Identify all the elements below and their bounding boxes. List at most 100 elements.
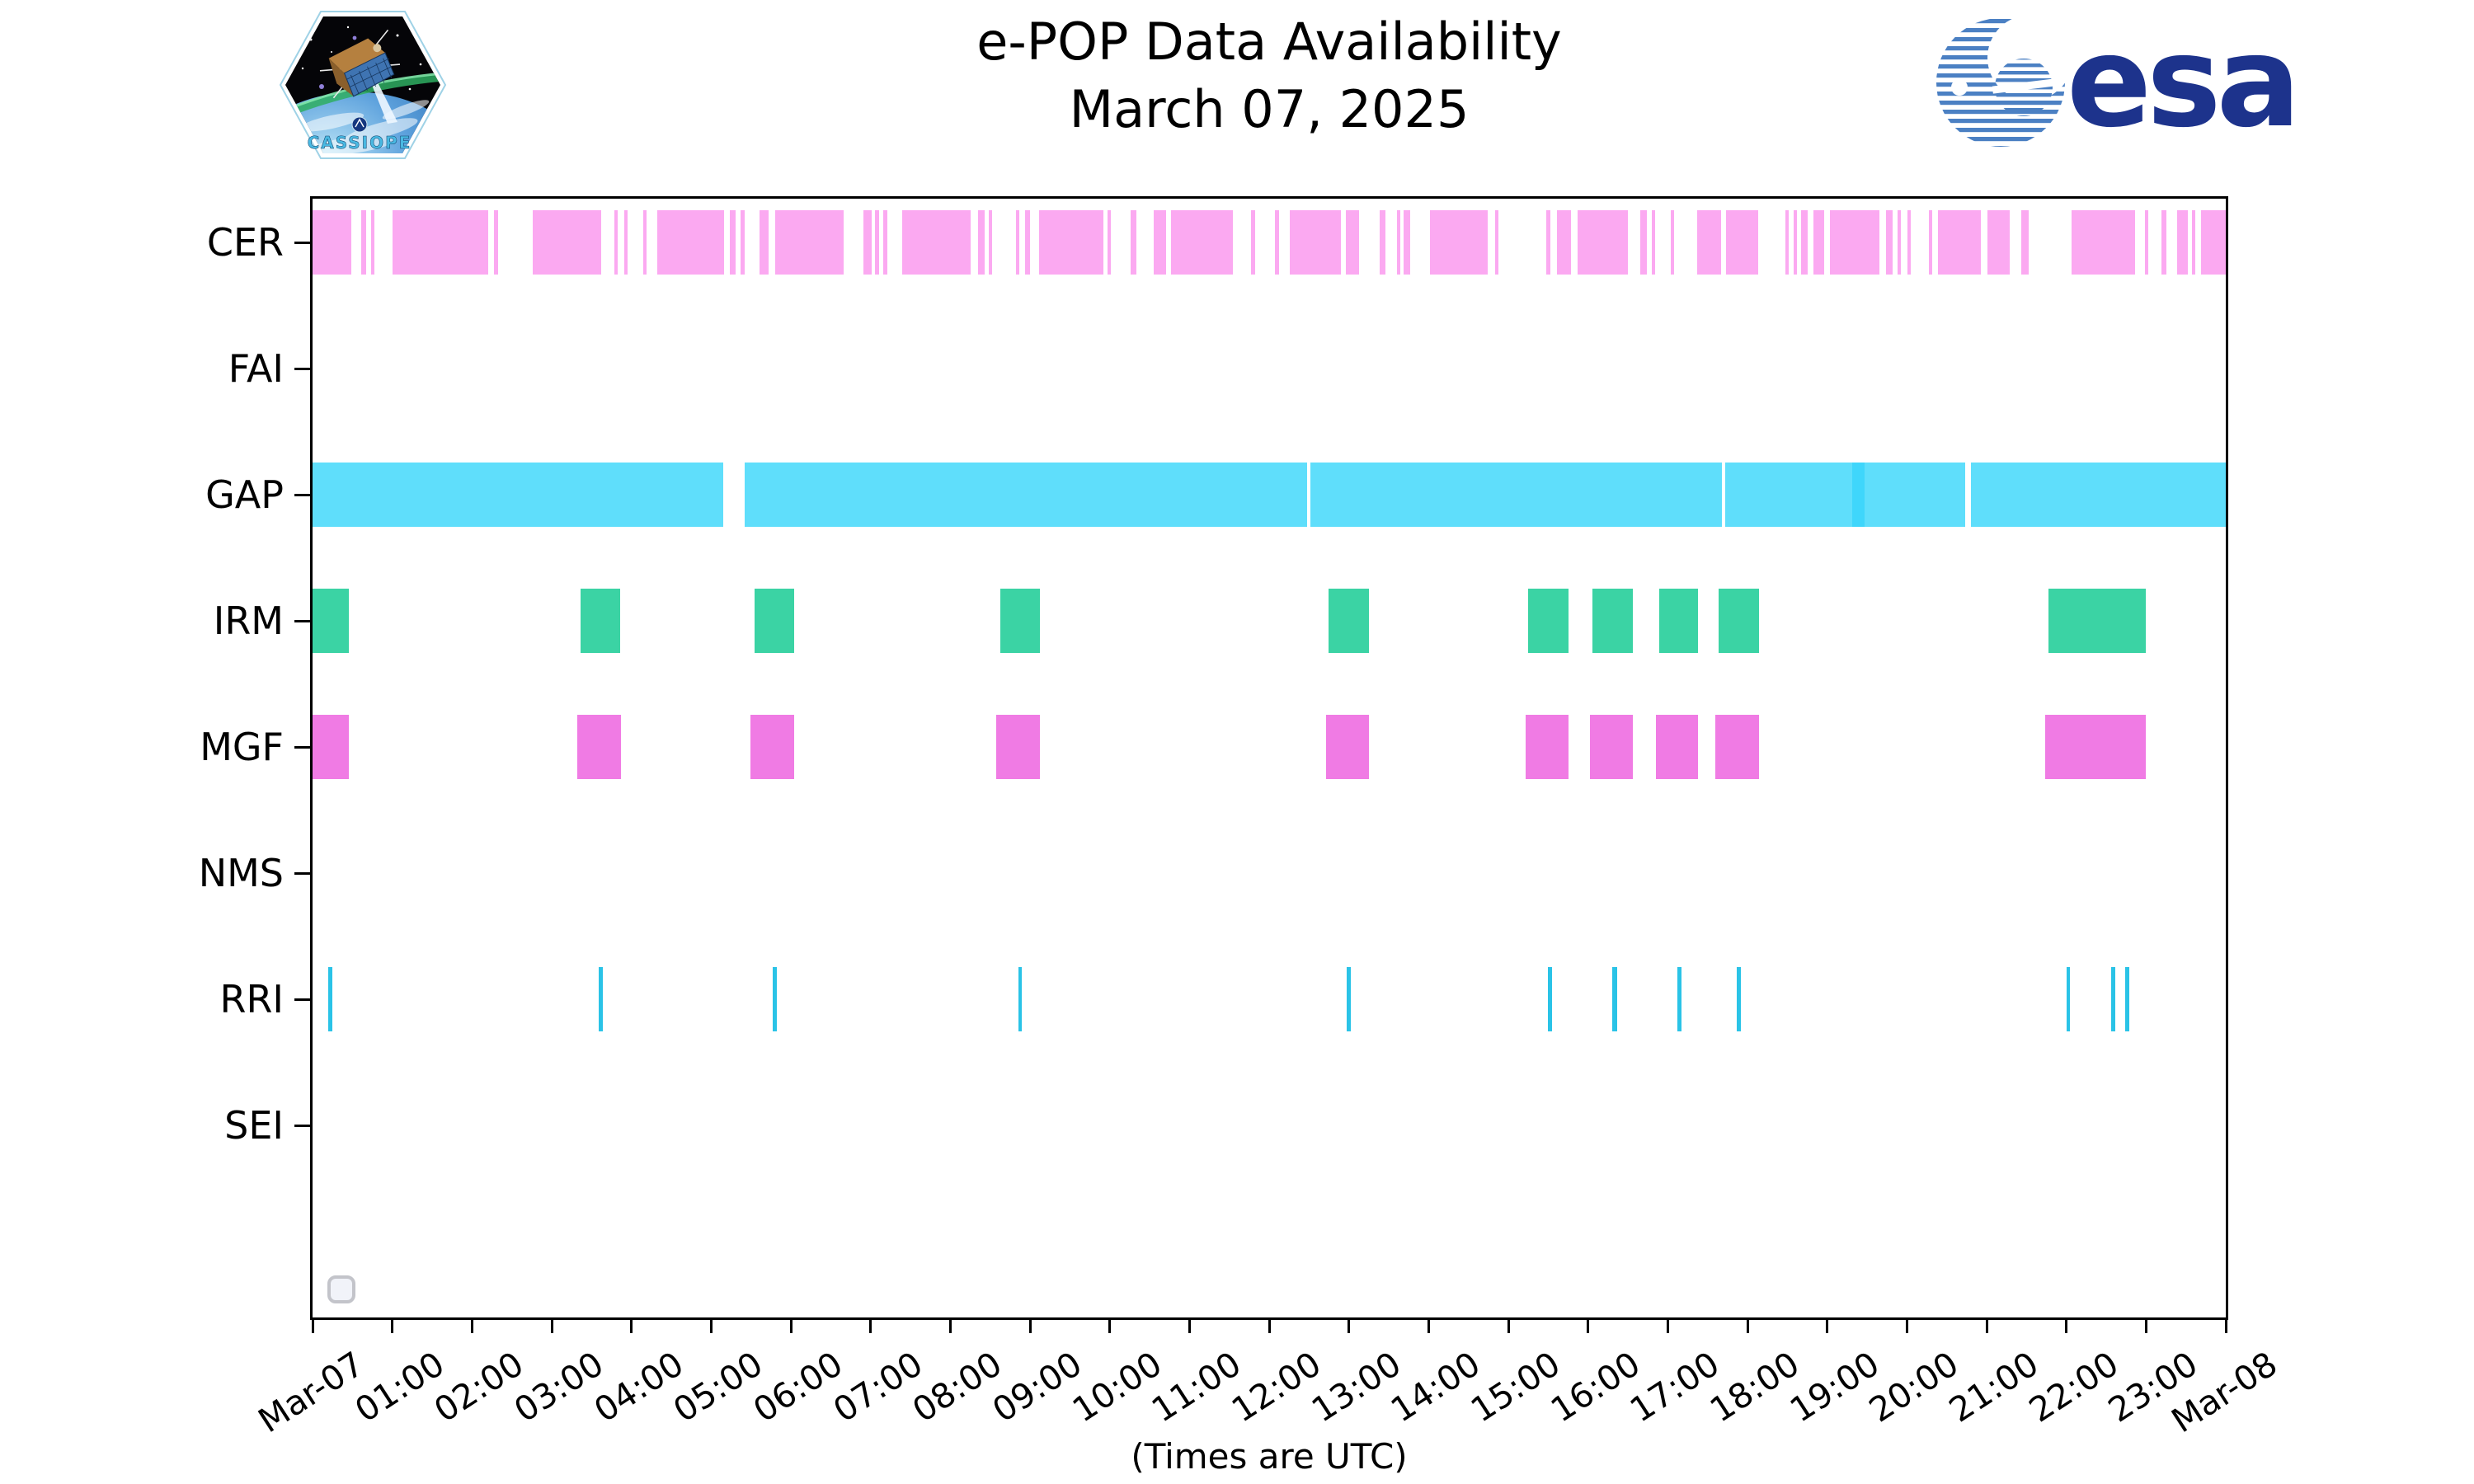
chart-title: e-POP Data Availability March 07, 2025 (310, 8, 2228, 143)
availability-bar-RRI (1346, 967, 1351, 1031)
x-tick (1507, 1320, 1510, 1333)
x-tick-label: 01:00 (347, 1344, 451, 1430)
x-tick (1028, 1320, 1032, 1333)
x-tick (630, 1320, 633, 1333)
x-tick (470, 1320, 473, 1333)
availability-bar-CER (1546, 210, 1551, 275)
availability-bar-CER (1038, 210, 1103, 275)
x-tick (391, 1320, 394, 1333)
row-label-FAI: FAI (228, 346, 284, 391)
availability-bar-CER (1897, 210, 1901, 275)
x-tick (869, 1320, 872, 1333)
esa-wordmark: esa (2067, 10, 2296, 154)
availability-bar-CER (1130, 210, 1136, 275)
patch-cassiope-text: CASSIOPE (308, 133, 412, 153)
availability-bar-CER (2192, 210, 2196, 275)
availability-bar-CER (1025, 210, 1030, 275)
availability-bar-GAP (1724, 463, 1965, 527)
x-tick-label: 22:00 (2021, 1344, 2125, 1430)
x-tick (1985, 1320, 1988, 1333)
availability-bar-CER (1785, 210, 1790, 275)
corner-widget-button[interactable] (327, 1275, 355, 1303)
availability-bar-CER (1794, 210, 1798, 275)
x-tick-label: 11:00 (1145, 1344, 1249, 1430)
availability-bar-CER (1290, 210, 1341, 275)
title-line-1: e-POP Data Availability (976, 12, 1562, 72)
y-tick-SEI (294, 1124, 310, 1127)
availability-bar-MGF (996, 715, 1040, 779)
availability-bar-CER (863, 210, 872, 275)
availability-plot-area (310, 196, 2228, 1320)
x-tick-label: 21:00 (1941, 1344, 2046, 1430)
patch-stars (301, 26, 422, 91)
availability-bar-CER (1578, 210, 1628, 275)
availability-bar-RRI (328, 967, 333, 1031)
x-axis-label: (Times are UTC) (1131, 1436, 1408, 1477)
row-label-MGF: MGF (200, 725, 284, 769)
availability-bar-RRI (2125, 967, 2130, 1031)
availability-bar-CER (1671, 210, 1675, 275)
availability-bar-CER (2201, 210, 2226, 275)
y-tick-GAP (294, 493, 310, 496)
x-tick-label: 18:00 (1702, 1344, 1807, 1430)
availability-bar-CER (1886, 210, 1893, 275)
availability-bar-RRI (599, 967, 603, 1031)
x-tick-label: 12:00 (1224, 1344, 1329, 1430)
availability-bar-CER (656, 210, 724, 275)
availability-bar-CER (392, 210, 488, 275)
availability-bar-CER (2177, 210, 2188, 275)
x-tick-label: 08:00 (905, 1344, 1009, 1430)
availability-bar-MGF (2044, 715, 2147, 779)
availability-bar-CER (2145, 210, 2149, 275)
availability-bar-IRM (1000, 589, 1040, 653)
x-tick-label: 05:00 (666, 1344, 770, 1430)
x-tick (1826, 1320, 1829, 1333)
availability-bar-CER (1907, 210, 1912, 275)
x-tick-label: 06:00 (745, 1344, 850, 1430)
availability-bar-RRI (2066, 967, 2071, 1031)
title-line-2: March 07, 2025 (1069, 79, 1470, 139)
availability-bar-IRM (1658, 589, 1699, 653)
y-tick-MGF (294, 745, 310, 749)
availability-bar-IRM (580, 589, 621, 653)
row-label-IRM: IRM (213, 599, 284, 643)
availability-bar-CER (978, 210, 985, 275)
x-tick (1188, 1320, 1191, 1333)
availability-bar-GAP (744, 463, 1308, 527)
cassiope-mission-patch: CASSIOPE (274, 7, 452, 163)
availability-bar-CER (1697, 210, 1722, 275)
patch-csa-chevron (355, 118, 365, 128)
availability-bar-CER (532, 210, 601, 275)
availability-bar-RRI (1018, 967, 1023, 1031)
plot-bars-container (313, 199, 2226, 1317)
x-tick-label: 16:00 (1543, 1344, 1647, 1430)
availability-bar-CER (1380, 210, 1386, 275)
patch-csa-logo (351, 116, 368, 133)
x-tick (1587, 1320, 1590, 1333)
x-tick-label: 07:00 (825, 1344, 929, 1430)
availability-bar-CER (1015, 210, 1020, 275)
availability-bar-CER (875, 210, 880, 275)
availability-bar-CER (1494, 210, 1499, 275)
x-tick (709, 1320, 713, 1333)
availability-bar-MGF (1589, 715, 1633, 779)
availability-bar-CER (623, 210, 628, 275)
x-tick (1108, 1320, 1112, 1333)
y-tick-IRM (294, 619, 310, 622)
availability-bar-CER (643, 210, 647, 275)
availability-bar-CER (1640, 210, 1648, 275)
availability-bar-CER (313, 210, 352, 275)
availability-bar-CER (1274, 210, 1279, 275)
x-tick-label: 09:00 (985, 1344, 1089, 1430)
availability-bar-CER (729, 210, 736, 275)
x-tick (1666, 1320, 1669, 1333)
y-tick-CER (294, 241, 310, 244)
availability-bar-IRM (1328, 589, 1369, 653)
availability-bar-CER (741, 210, 745, 275)
y-tick-NMS (294, 871, 310, 875)
availability-bar-CER (2161, 210, 2167, 275)
x-tick (1746, 1320, 1749, 1333)
x-tick (948, 1320, 952, 1333)
availability-bar-CER (1725, 210, 1758, 275)
